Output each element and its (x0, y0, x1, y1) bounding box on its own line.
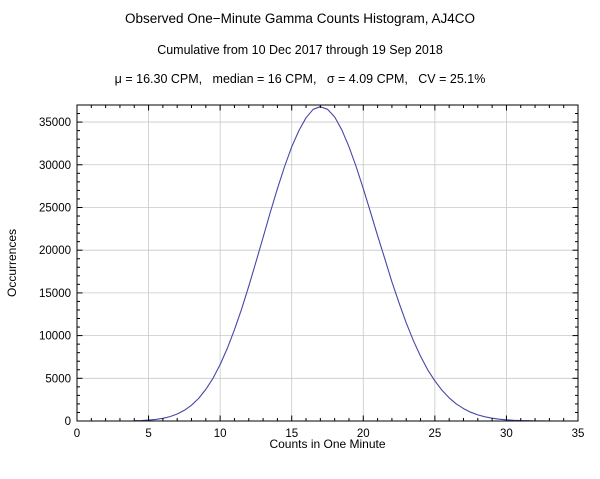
y-tick-label-20000: 20000 (39, 245, 71, 257)
x-tick-label-15: 15 (285, 428, 298, 440)
x-tick-label-35: 35 (572, 428, 585, 440)
y-tick-label-0: 0 (65, 416, 71, 428)
y-tick-label-30000: 30000 (39, 160, 71, 172)
y-tick-label-35000: 35000 (39, 117, 71, 129)
plot-frame (76, 104, 579, 422)
chart-stats-line: μ = 16.30 CPM, median = 16 CPM, σ = 4.09… (114, 72, 486, 86)
plot-canvas: 0 5 10 15 20 25 30 35 0 5000 10000 15000 20000 25000 3… (5, 104, 585, 451)
x-tick-label-25: 25 (428, 428, 441, 440)
x-axis-label: Counts in One Minute (269, 437, 385, 451)
y-tick-label-5000: 5000 (45, 373, 71, 385)
y-tick-label-10000: 10000 (39, 331, 71, 343)
y-tick-label-15000: 15000 (39, 288, 71, 300)
x-tick-label-5: 5 (145, 428, 151, 440)
chart-subtitle: Cumulative from 10 Dec 2017 through 19 S… (157, 43, 443, 57)
histogram-curve (134, 106, 564, 422)
y-axis-label: Occurrences (5, 229, 19, 297)
y-tick-label-25000: 25000 (39, 202, 71, 214)
x-tick-label-10: 10 (214, 428, 227, 440)
x-tick-label-0: 0 (74, 428, 80, 440)
x-tick-label-20: 20 (357, 428, 370, 440)
chart-title: Observed One−Minute Gamma Counts Histogr… (124, 11, 476, 26)
x-tick-label-30: 30 (500, 428, 513, 440)
